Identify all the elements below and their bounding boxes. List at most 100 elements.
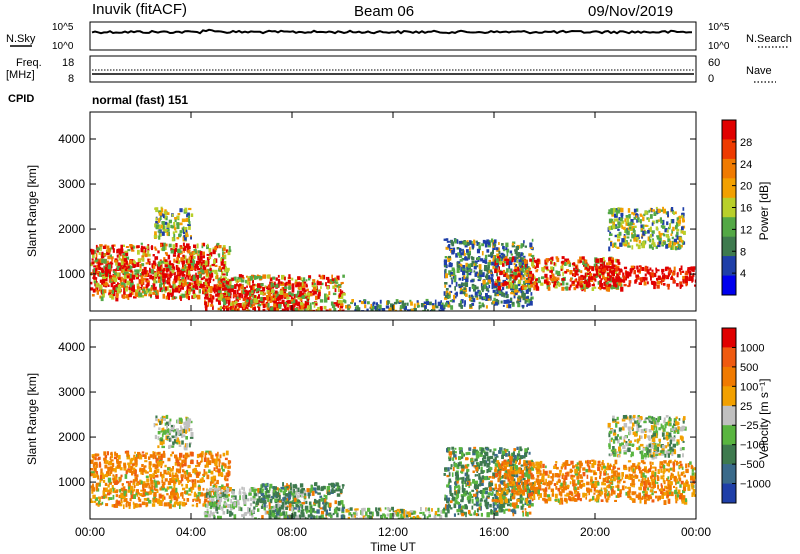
scatter-cell [92,473,96,478]
scatter-cell [183,249,185,253]
scatter-cell [319,275,322,280]
scatter-cell [454,296,457,299]
scatter-cell [608,246,611,252]
scatter-cell [202,251,205,256]
scatter-cell [319,507,324,510]
scatter-cell [153,492,157,497]
scatter-cell [250,285,253,291]
scatter-cell [469,250,471,256]
scatter-cell [188,474,192,478]
scatter-cell [215,453,219,457]
scatter-cell [681,284,684,287]
scatter-cell [474,273,478,277]
scatter-cell [372,303,374,308]
scatter-cell [671,229,674,234]
scatter-cell [503,273,507,277]
scatter-cell [611,257,614,262]
scatter-cell [239,488,241,493]
scatter-cell [530,297,533,302]
scatter-cell [262,498,266,501]
scatter-cell [180,430,183,434]
scatter-cell [600,278,603,281]
scatter-cell [226,307,229,311]
scatter-cell [209,264,212,270]
scatter-cell [235,302,239,307]
scatter-cell [100,267,104,271]
scatter-cell [582,275,586,280]
scatter-cell [678,219,682,224]
y-tick-label: 4000 [58,132,85,146]
scatter-cell [666,275,670,280]
scatter-cell [175,230,178,233]
scatter-cell [295,491,298,495]
scatter-cell [484,260,488,264]
scatter-cell [244,492,247,497]
scatter-cell [331,488,334,493]
scatter-cell [220,275,223,279]
scatter-cell [551,260,553,265]
scatter-cell [529,242,533,248]
scatter-cell [170,263,175,269]
scatter-cell [268,502,271,507]
scatter-cell [463,253,466,256]
scatter-cell [173,477,176,482]
scatter-cell [189,436,194,439]
scatter-cell [198,484,201,487]
scatter-cell [532,273,534,278]
scatter-cell [161,289,163,293]
scatter-cell [649,267,652,271]
scatter-cell [281,274,285,280]
scatter-cell [184,276,187,282]
scatter-cell [653,281,656,286]
scatter-cell [184,291,187,294]
scatter-cell [679,271,682,275]
scatter-cell [203,511,206,515]
scatter-cell [253,487,256,490]
scatter-cell [126,285,129,289]
scatter-cell [109,274,112,278]
scatter-cell [97,475,100,480]
scatter-cell [296,506,300,511]
scatter-cell [272,276,276,280]
scatter-cell [487,290,490,293]
scatter-cell [271,495,273,499]
scatter-cell [199,478,203,483]
scatter-cell [100,271,103,276]
scatter-cell [205,493,208,498]
scatter-cell [505,291,508,296]
scatter-cell [161,496,164,502]
scatter-cell [211,512,215,517]
scatter-cell [287,499,290,504]
scatter-cell [573,262,576,267]
scatter-cell [460,252,464,256]
scatter-cell [180,476,184,482]
scatter-cell [441,302,444,307]
scatter-cell [514,292,518,295]
scatter-cell [593,286,597,289]
noise-sky-line [91,28,693,35]
scatter-cell [186,443,189,448]
scatter-cell [398,301,401,304]
scatter-cell [301,281,304,287]
scatter-cell [300,489,304,494]
scatter-cell [187,223,191,226]
scatter-cell [182,264,186,267]
scatter-cell [234,305,237,310]
scatter-cell [221,468,225,472]
scatter-cell [561,256,565,260]
scatter-cell [203,264,206,269]
scatter-cell [195,465,198,468]
scatter-cell [203,469,206,474]
scatter-cell [278,494,281,499]
scatter-cell [644,265,647,270]
scatter-cell [467,263,471,269]
scatter-cell [168,445,171,449]
scatter-cell [553,281,556,286]
scatter-cell [223,251,226,254]
scatter-cell [457,252,461,256]
scatter-cell [90,500,94,503]
scatter-cell [176,257,180,261]
scatter-cell [291,287,295,293]
scatter-cell [317,503,320,508]
scatter-cell [246,309,250,311]
